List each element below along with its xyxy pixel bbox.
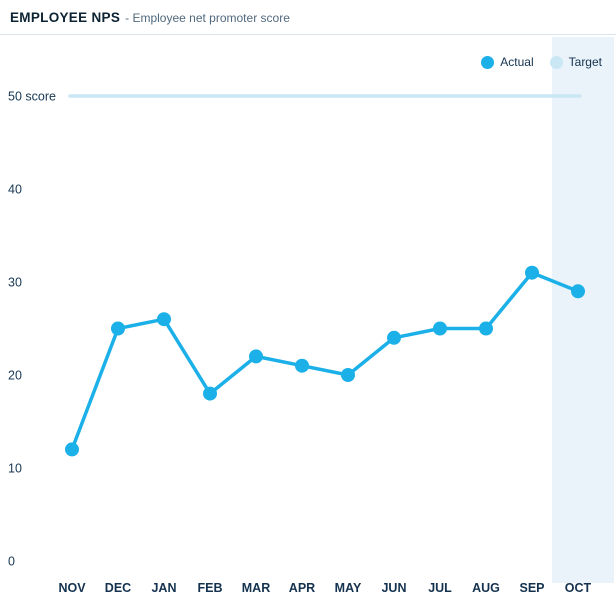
legend-label-actual: Actual <box>500 55 534 69</box>
x-tick-label-feb: FEB <box>198 581 223 595</box>
legend-item-target[interactable]: Target <box>549 55 602 69</box>
data-point-oct[interactable] <box>571 284 585 299</box>
data-point-feb[interactable] <box>203 386 217 401</box>
legend-item-actual[interactable]: Actual <box>481 55 534 69</box>
data-point-may[interactable] <box>341 368 355 382</box>
x-tick-label-jun: JUN <box>381 581 406 595</box>
x-tick-label-may: MAY <box>335 581 362 595</box>
nps-chart: Actual Target 0 10 20 30 40 50 score NOV DEC JAN… <box>0 35 616 604</box>
x-tick-label-jan: JAN <box>151 581 176 595</box>
chart-legend: Actual Target <box>481 55 602 69</box>
data-point-jul[interactable] <box>433 321 447 336</box>
x-tick-label-aug: AUG <box>472 581 500 595</box>
data-point-mar[interactable] <box>249 349 263 364</box>
data-point-apr[interactable] <box>295 358 309 373</box>
chart-title: EMPLOYEE NPS <box>10 10 121 25</box>
data-point-jun[interactable] <box>387 330 401 345</box>
actual-line <box>70 270 580 452</box>
y-tick-label-20: 20 <box>8 369 22 383</box>
y-tick-label-0: 0 <box>8 555 15 569</box>
data-point-nov[interactable] <box>65 442 79 457</box>
y-tick-label-30: 30 <box>8 276 22 290</box>
target-series-swatch <box>549 55 563 69</box>
highlight-band-oct <box>552 37 614 583</box>
data-point-sep[interactable] <box>525 265 539 280</box>
x-tick-label-sep: SEP <box>519 581 544 595</box>
x-tick-label-oct: OCT <box>565 581 592 595</box>
x-tick-label-dec: DEC <box>105 581 131 595</box>
y-tick-label-50: 50 score <box>8 90 56 104</box>
x-tick-label-jul: JUL <box>428 581 452 595</box>
chart-subtitle: - Employee net promoter score <box>125 11 290 25</box>
legend-label-target: Target <box>568 55 602 69</box>
x-tick-label-nov: NOV <box>58 581 86 595</box>
y-tick-label-10: 10 <box>8 462 22 476</box>
chart-header: EMPLOYEE NPS - Employee net promoter scor… <box>0 0 616 35</box>
x-tick-label-apr: APR <box>289 581 315 595</box>
data-point-dec[interactable] <box>111 321 125 336</box>
data-point-jan[interactable] <box>157 312 171 327</box>
data-point-aug[interactable] <box>479 321 493 336</box>
x-tick-label-mar: MAR <box>242 581 270 595</box>
actual-series-swatch <box>481 55 495 69</box>
line-chart-svg: 0 10 20 30 40 50 score NOV DEC JAN FEB MAR APR MAY JU… <box>8 37 614 595</box>
y-tick-label-40: 40 <box>8 183 22 197</box>
